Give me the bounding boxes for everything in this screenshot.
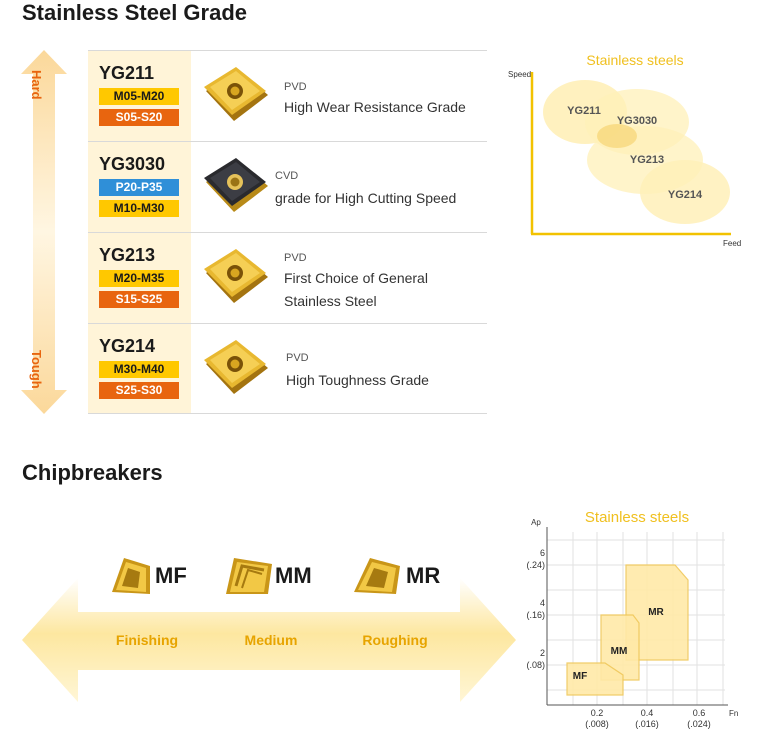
black-insert-icon [204,158,268,212]
grade-name: YG3030 [99,154,166,174]
chart-title: Stainless steels [585,509,689,526]
y-axis-label: Speed [508,70,531,79]
mf-insert-icon [112,558,150,594]
x-tick: 0.6 [693,708,706,718]
y-axis-label: Ap [531,518,541,527]
range-label-roughing: Roughing [362,632,428,648]
y-tick-sub: (.16) [526,610,545,620]
y-tick-sub: (.08) [526,660,545,670]
section-title-grade: Stainless Steel Grade [22,0,247,25]
chipbreaker-label: MM [275,563,312,588]
gold-insert-icon [204,340,268,394]
grade-cell: YG214 M30-M40 S25-S30 [88,324,191,413]
hard-tough-arrow [21,50,67,414]
region-mf [566,662,624,696]
coating-label: PVD [284,81,307,93]
coating-label: CVD [275,170,299,182]
grade-description: grade for High Cutting Speed [275,190,457,206]
ap-fn-chart: Stainless steels MF MM MR Ap Fn 6 (.24) … [526,509,738,729]
x-tick-sub: (.016) [635,719,659,729]
grade-row: YG3030 P20-P35 M10-M30 CVD grade for Hig… [88,141,487,232]
iso-range-badge: S05-S20 [99,109,179,126]
gold-insert-icon [204,249,268,303]
chart-title: Stainless steels [586,52,683,68]
region-label: YG211 [567,105,601,117]
region-label: MF [573,671,587,682]
tough-label: Tough [29,350,44,389]
mm-insert-icon [226,558,272,594]
grade-row: YG211 M05-M20 S05-S20 PVD High Wear Resi… [88,50,487,141]
grade-table: YG211 M05-M20 S05-S20 PVD High Wear Resi… [88,50,487,414]
y-tick-sub: (.24) [526,560,545,570]
x-tick: 0.4 [641,708,654,718]
gold-insert-icon [204,67,268,121]
grade-name: YG211 [99,63,155,83]
x-axis-label: Feed [723,239,741,248]
speed-feed-chart: Stainless steels Speed Feed YG211 YG3030… [508,52,741,248]
chipbreaker-label: MF [155,563,187,588]
x-axis-label: Fn [729,709,738,718]
y-tick: 6 [540,548,545,558]
grade-description: High Wear Resistance Grade [284,99,466,115]
y-tick: 4 [540,598,545,608]
y-tick: 2 [540,648,545,658]
grade-row: YG213 M20-M35 S15-S25 PVD First Choice o… [88,232,487,323]
hard-label: Hard [29,70,44,100]
iso-range-badge: M05-M20 [99,88,179,105]
grade-description: High Toughness Grade [286,372,429,388]
region-label: YG214 [668,189,703,201]
chipbreaker-label: MR [406,563,441,588]
coating-label: PVD [286,352,309,364]
iso-range-badge: M10-M30 [99,200,179,217]
grade-name: YG214 [99,336,156,356]
iso-range-badge: S25-S30 [99,382,179,399]
iso-range-badge: S15-S25 [99,291,179,308]
grade-description: First Choice of General [284,270,428,286]
iso-range-badge: M30-M40 [99,361,179,378]
mr-insert-icon [354,558,400,594]
region-label: MM [611,646,628,657]
x-tick-sub: (.008) [585,719,609,729]
range-label-finishing: Finishing [115,632,179,648]
region-yg214 [640,160,730,224]
grade-cell: YG211 M05-M20 S05-S20 [88,51,191,141]
grade-cell: YG3030 P20-P35 M10-M30 [88,142,191,232]
grade-row: YG214 M30-M40 S25-S30 PVD High Toughness… [88,323,487,414]
x-tick-sub: (.024) [687,719,711,729]
grade-cell: YG213 M20-M35 S15-S25 [88,233,191,323]
iso-range-badge: M20-M35 [99,270,179,287]
iso-range-badge: P20-P35 [99,179,179,196]
range-label-medium: Medium [244,632,298,648]
x-tick: 0.2 [591,708,604,718]
finishing-roughing-arrow [22,578,516,702]
region-label: YG213 [630,154,664,166]
region-label: YG3030 [617,115,657,127]
overlap-hatch [597,124,637,148]
coating-label: PVD [284,252,307,264]
grade-name: YG213 [99,245,156,265]
grade-description: Stainless Steel [284,293,377,309]
section-title-chipbreakers: Chipbreakers [22,460,163,485]
region-label: MR [648,607,664,618]
